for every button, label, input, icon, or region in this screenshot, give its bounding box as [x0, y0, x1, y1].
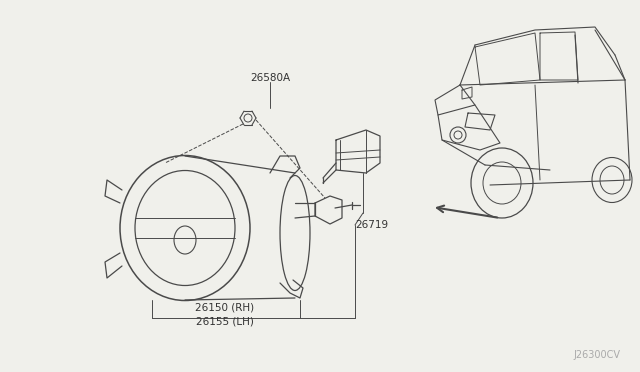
Text: 26580A: 26580A: [250, 73, 290, 83]
Text: 26719: 26719: [355, 220, 388, 230]
Text: 26150 (RH): 26150 (RH): [195, 303, 255, 313]
Text: 26155 (LH): 26155 (LH): [196, 317, 254, 327]
Text: J26300CV: J26300CV: [573, 350, 620, 360]
